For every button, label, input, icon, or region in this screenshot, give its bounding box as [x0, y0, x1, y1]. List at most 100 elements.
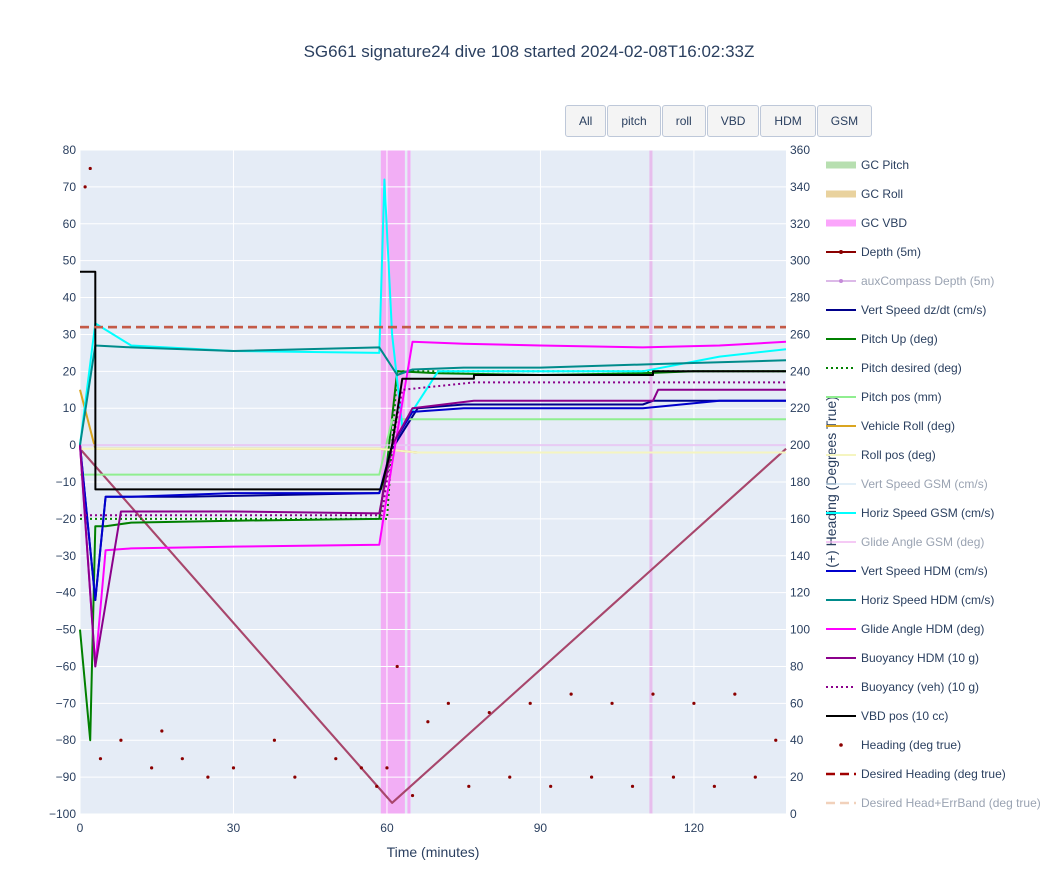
y2-tick-label: 20	[790, 770, 804, 784]
roll-button[interactable]: roll	[661, 105, 706, 137]
series-layer	[79, 166, 787, 804]
y-tick-label: −20	[56, 512, 77, 526]
legend-item-depth-5m: Depth (5m)	[826, 245, 921, 259]
y2-tick-label: 60	[790, 696, 804, 710]
heading-point	[119, 738, 123, 742]
legend-label: Roll pos (deg)	[861, 448, 936, 462]
legend-item-heading-deg-true: Heading (deg true)	[839, 738, 961, 752]
gsm-button[interactable]: GSM	[816, 105, 873, 137]
heading-point	[206, 775, 210, 779]
legend-label: Pitch pos (mm)	[861, 390, 942, 404]
heading-point	[293, 775, 297, 779]
series-roll-pos-deg	[80, 447, 786, 454]
legend-label: auxCompass Depth (5m)	[861, 274, 994, 288]
hdm-button[interactable]: HDM	[760, 105, 816, 137]
heading-point	[426, 720, 430, 724]
series-heading-deg-true	[83, 166, 778, 798]
y2-tick-label: 40	[790, 733, 804, 747]
all-button[interactable]: All	[565, 105, 607, 137]
legend: GC Pitch GC Roll GC VBD Depth (5m) auxCompas…	[826, 158, 1041, 810]
legend-item-vehicle-roll-deg: Vehicle Roll (deg)	[826, 419, 955, 433]
legend-label: Vert Speed GSM (cm/s)	[861, 477, 988, 491]
series-horiz-speed-hdm-cm-s	[79, 344, 787, 446]
y-tick-label: 70	[63, 180, 77, 194]
legend-item-gc-roll: GC Roll	[826, 187, 903, 201]
series-pitch-pos-mm	[80, 418, 786, 476]
legend-label: Heading (deg true)	[861, 738, 961, 752]
legend-item-buoyancy-hdm-10-g: Buoyancy HDM (10 g)	[826, 651, 979, 665]
heading-point	[487, 710, 491, 715]
y-tick-label: −70	[56, 696, 77, 710]
chart-title: SG661 signature24 dive 108 started 2024-…	[304, 42, 755, 61]
legend-label: Buoyancy HDM (10 g)	[861, 651, 979, 665]
legend-item-vert-speed-hdm-cm-s: Vert Speed HDM (cm/s)	[826, 564, 988, 578]
heading-point	[375, 784, 379, 788]
heading-point	[774, 738, 778, 742]
heading-point	[753, 775, 757, 779]
y2-tick-label: 80	[790, 659, 804, 673]
heading-point	[83, 185, 87, 189]
heading-point	[98, 757, 103, 761]
legend-item-vert-speed-gsm-cm-s: Vert Speed GSM (cm/s)	[826, 477, 988, 491]
legend-item-buoyancy-veh-10-g: Buoyancy (veh) (10 g)	[826, 680, 979, 694]
heading-point	[569, 692, 573, 696]
y-tick-label: 10	[63, 401, 77, 415]
legend-label: Pitch Up (deg)	[861, 332, 938, 346]
y-tick-label: −100	[49, 807, 76, 821]
heading-point	[733, 692, 737, 696]
series-pitch-desired-deg	[80, 370, 786, 520]
heading-point	[671, 775, 676, 779]
vbd-button[interactable]: VBD	[706, 105, 760, 137]
x-tick-label: 30	[227, 821, 241, 835]
heading-point	[160, 729, 164, 733]
heading-point	[528, 701, 532, 705]
y2-tick-label: 120	[790, 586, 810, 600]
x-axis-ticks: 0 30 60 90 120	[77, 821, 705, 835]
legend-label: Horiz Speed GSM (cm/s)	[861, 506, 994, 520]
y-tick-label: 60	[63, 217, 77, 231]
y2-tick-label: 200	[790, 438, 810, 452]
heading-point	[410, 793, 415, 798]
legend-item-glide-angle-hdm-deg: Glide Angle HDM (deg)	[826, 622, 984, 636]
x-tick-label: 90	[534, 821, 548, 835]
y-tick-label: −80	[56, 733, 77, 747]
x-axis-title: Time (minutes)	[387, 844, 480, 860]
legend-item-desired-head-errband-deg-true: Desired Head+ErrBand (deg true)	[826, 796, 1041, 810]
legend-label: Vert Speed dz/dt (cm/s)	[861, 303, 986, 317]
heading-point	[589, 775, 594, 779]
y-tick-label: −30	[56, 549, 77, 563]
x-tick-label: 0	[77, 821, 84, 835]
y2-tick-label: 260	[790, 327, 810, 341]
y-tick-label: −40	[56, 586, 77, 600]
y2-tick-label: 280	[790, 291, 810, 305]
y-tick-label: 50	[63, 254, 77, 268]
y-tick-label: 20	[63, 364, 77, 378]
x-tick-label: 60	[380, 821, 394, 835]
heading-point	[180, 757, 184, 761]
legend-item-gc-vbd: GC VBD	[826, 216, 907, 230]
series-buoyancy-hdm-10-g	[79, 388, 786, 668]
legend-item-glide-angle-gsm-deg: Glide Angle GSM (deg)	[826, 535, 984, 549]
legend-item-vbd-pos-10-cc: VBD pos (10 cc)	[826, 709, 948, 723]
series-horiz-speed-gsm-cm-s	[79, 178, 787, 446]
heading-point	[630, 784, 635, 788]
legend-item-vert-speed-dz-dt-cm-s: Vert Speed dz/dt (cm/s)	[826, 303, 986, 317]
view-buttons: All pitch roll VBD HDM GSM	[565, 105, 873, 137]
heading-point	[549, 784, 553, 788]
heading-point	[712, 784, 716, 788]
legend-label: Pitch desired (deg)	[861, 361, 962, 375]
y-axis-ticks: 80 70 60 50 40 30 20 10 0 −10 −20 −30 −40 −50 −60 −70 −8…	[49, 143, 76, 821]
y-tick-label: 80	[63, 143, 77, 157]
y2-axis-ticks: 3603403203002802602402202001801601401201…	[790, 143, 810, 821]
legend-marker	[839, 250, 843, 254]
heading-point	[651, 692, 655, 696]
legend-item-horiz-speed-gsm-cm-s: Horiz Speed GSM (cm/s)	[826, 506, 994, 520]
pitch-button[interactable]: pitch	[607, 105, 661, 137]
heading-point	[334, 757, 338, 761]
y2-tick-label: 340	[790, 180, 810, 194]
y2-tick-label: 240	[790, 364, 810, 378]
heading-point	[359, 766, 363, 770]
legend-label: Desired Head+ErrBand (deg true)	[861, 796, 1041, 810]
